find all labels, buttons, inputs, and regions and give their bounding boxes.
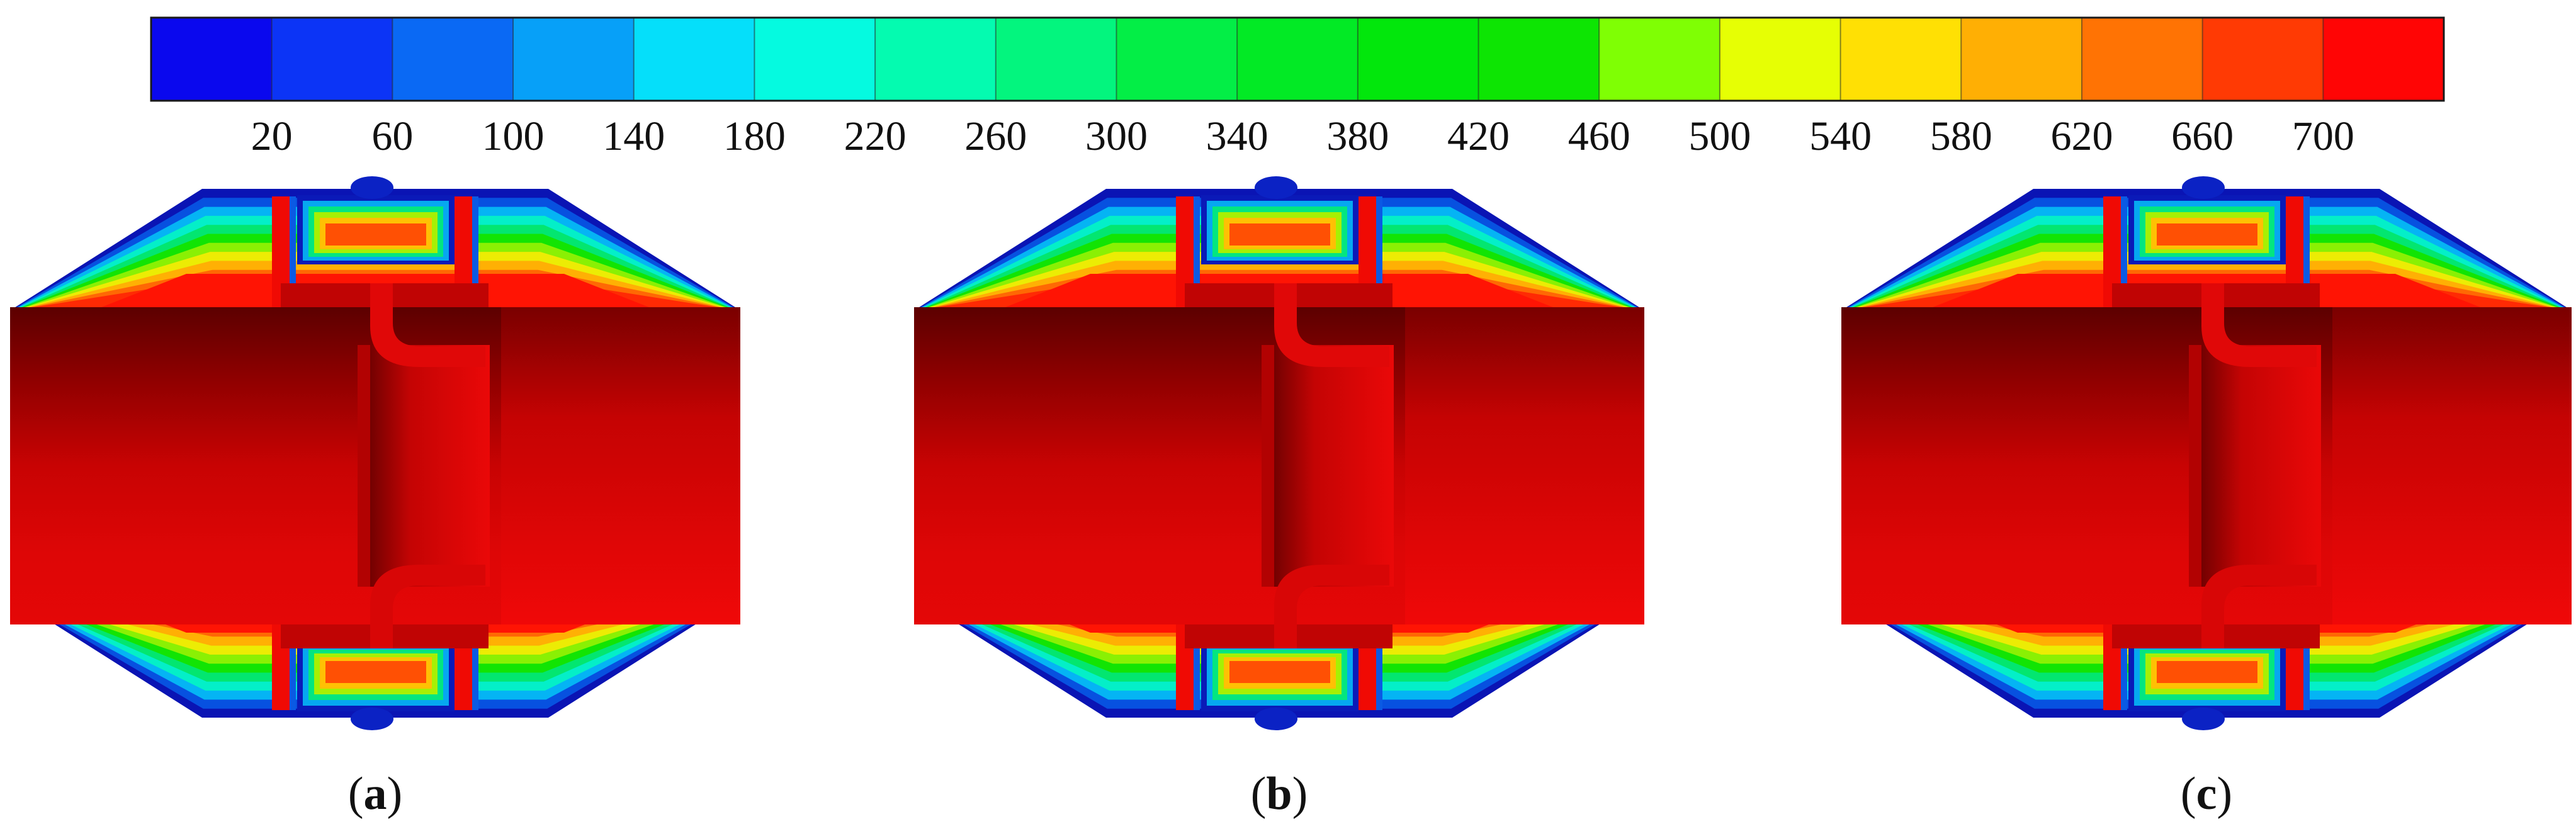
legend-tick-label: 140 xyxy=(602,113,665,159)
fin-gap xyxy=(2303,598,2310,710)
caption-close: ) xyxy=(2217,768,2232,820)
legend-tick-label: 660 xyxy=(2171,113,2234,159)
pocket-contour xyxy=(2157,223,2257,246)
panels: (a) (b) (c) xyxy=(10,176,2572,820)
panel-caption: (a) xyxy=(348,768,402,820)
bulb xyxy=(1255,708,1297,730)
legend-swatch xyxy=(995,18,1117,101)
legend-swatch xyxy=(754,18,876,101)
legend-swatch xyxy=(2081,18,2203,101)
legend-tick-label: 340 xyxy=(1206,113,1268,159)
fin-gap xyxy=(2121,196,2127,308)
legend-swatch xyxy=(1237,18,1359,101)
fin-gap xyxy=(1194,598,1200,710)
bulb xyxy=(1255,176,1297,199)
pocket-contour xyxy=(325,661,426,683)
fin-gap xyxy=(1194,196,1200,308)
legend-swatch xyxy=(1961,18,2082,101)
pocket-contour xyxy=(325,223,426,246)
legend-swatch xyxy=(1599,18,1720,101)
fin-gap xyxy=(290,598,296,710)
hook-bottom xyxy=(1274,565,1389,648)
caption-open: ( xyxy=(2181,768,2196,820)
bulb xyxy=(2182,176,2225,199)
channel xyxy=(1262,345,1394,587)
legend-tick-label: 500 xyxy=(1688,113,1751,159)
legend-swatch xyxy=(1357,18,1479,101)
bulb xyxy=(351,176,393,199)
legend-swatch xyxy=(2323,18,2444,101)
panel-caption: (b) xyxy=(1251,768,1308,820)
cavity-right xyxy=(1405,307,1644,624)
legend-swatch xyxy=(271,18,393,101)
legend-swatch xyxy=(1478,18,1600,101)
legend-swatch xyxy=(1840,18,1962,101)
pocket-contour xyxy=(2157,661,2257,683)
legend-swatch xyxy=(2202,18,2324,101)
fin-gap xyxy=(1376,196,1382,308)
legend-tick-label: 420 xyxy=(1447,113,1510,159)
panel-b: (b) xyxy=(914,176,1644,820)
panel-c: (c) xyxy=(1841,176,2572,820)
legend-tick-label: 620 xyxy=(2050,113,2113,159)
hook-bottom xyxy=(370,565,485,648)
channel xyxy=(358,345,490,587)
legend-tick-label: 380 xyxy=(1326,113,1389,159)
legend-swatch xyxy=(151,18,273,101)
panel-caption: (c) xyxy=(2181,768,2232,820)
cavity-right xyxy=(2332,307,2572,624)
pocket-contour xyxy=(1229,223,1330,246)
fin-gap xyxy=(290,196,296,308)
channel xyxy=(2189,345,2321,587)
legend-tick-label: 540 xyxy=(1809,113,1872,159)
legend-tick-label: 460 xyxy=(1568,113,1630,159)
fin-gap xyxy=(2121,598,2127,710)
legend-swatch xyxy=(633,18,755,101)
legend-swatch xyxy=(392,18,514,101)
panel-a: (a) xyxy=(10,176,740,820)
legend-tick-label: 700 xyxy=(2292,113,2354,159)
pocket-contour xyxy=(1229,661,1330,683)
caption-letter: a xyxy=(364,768,387,820)
legend-tick-label: 300 xyxy=(1085,113,1148,159)
legend-swatch xyxy=(1116,18,1238,101)
fin-gap xyxy=(472,196,478,308)
legend-tick-label: 180 xyxy=(723,113,786,159)
legend-tick-label: 220 xyxy=(844,113,907,159)
channel-wall xyxy=(1262,345,1274,587)
legend-swatch xyxy=(1719,18,1841,101)
legend-tick-label: 580 xyxy=(1930,113,1992,159)
hook-top xyxy=(1274,283,1389,367)
legend-tick-label: 260 xyxy=(964,113,1027,159)
legend-tick-label: 60 xyxy=(371,113,413,159)
legend-tick-label: 20 xyxy=(251,113,293,159)
color-legend: 20 60 100 140 180 220 260 300 340 380 420 460 500 540… xyxy=(150,16,2445,159)
legend-tick-label: 100 xyxy=(482,113,545,159)
caption-letter: b xyxy=(1266,768,1292,820)
bulb xyxy=(351,708,393,730)
fin-gap xyxy=(472,598,478,710)
fin-gap xyxy=(1376,598,1382,710)
caption-close: ) xyxy=(387,768,403,820)
legend-swatch xyxy=(513,18,635,101)
caption-close: ) xyxy=(1292,768,1308,820)
bulb xyxy=(2182,708,2225,730)
cavity-right xyxy=(501,307,740,624)
caption-letter: c xyxy=(2196,768,2217,820)
hook-top xyxy=(2201,283,2317,367)
channel-wall xyxy=(2189,345,2201,587)
legend-swatch xyxy=(875,18,997,101)
caption-open: ( xyxy=(348,768,364,820)
fin-gap xyxy=(2303,196,2310,308)
caption-open: ( xyxy=(1251,768,1267,820)
hook-top xyxy=(370,283,485,367)
channel-wall xyxy=(358,345,370,587)
hook-bottom xyxy=(2201,565,2317,648)
legend-border xyxy=(150,16,2445,102)
